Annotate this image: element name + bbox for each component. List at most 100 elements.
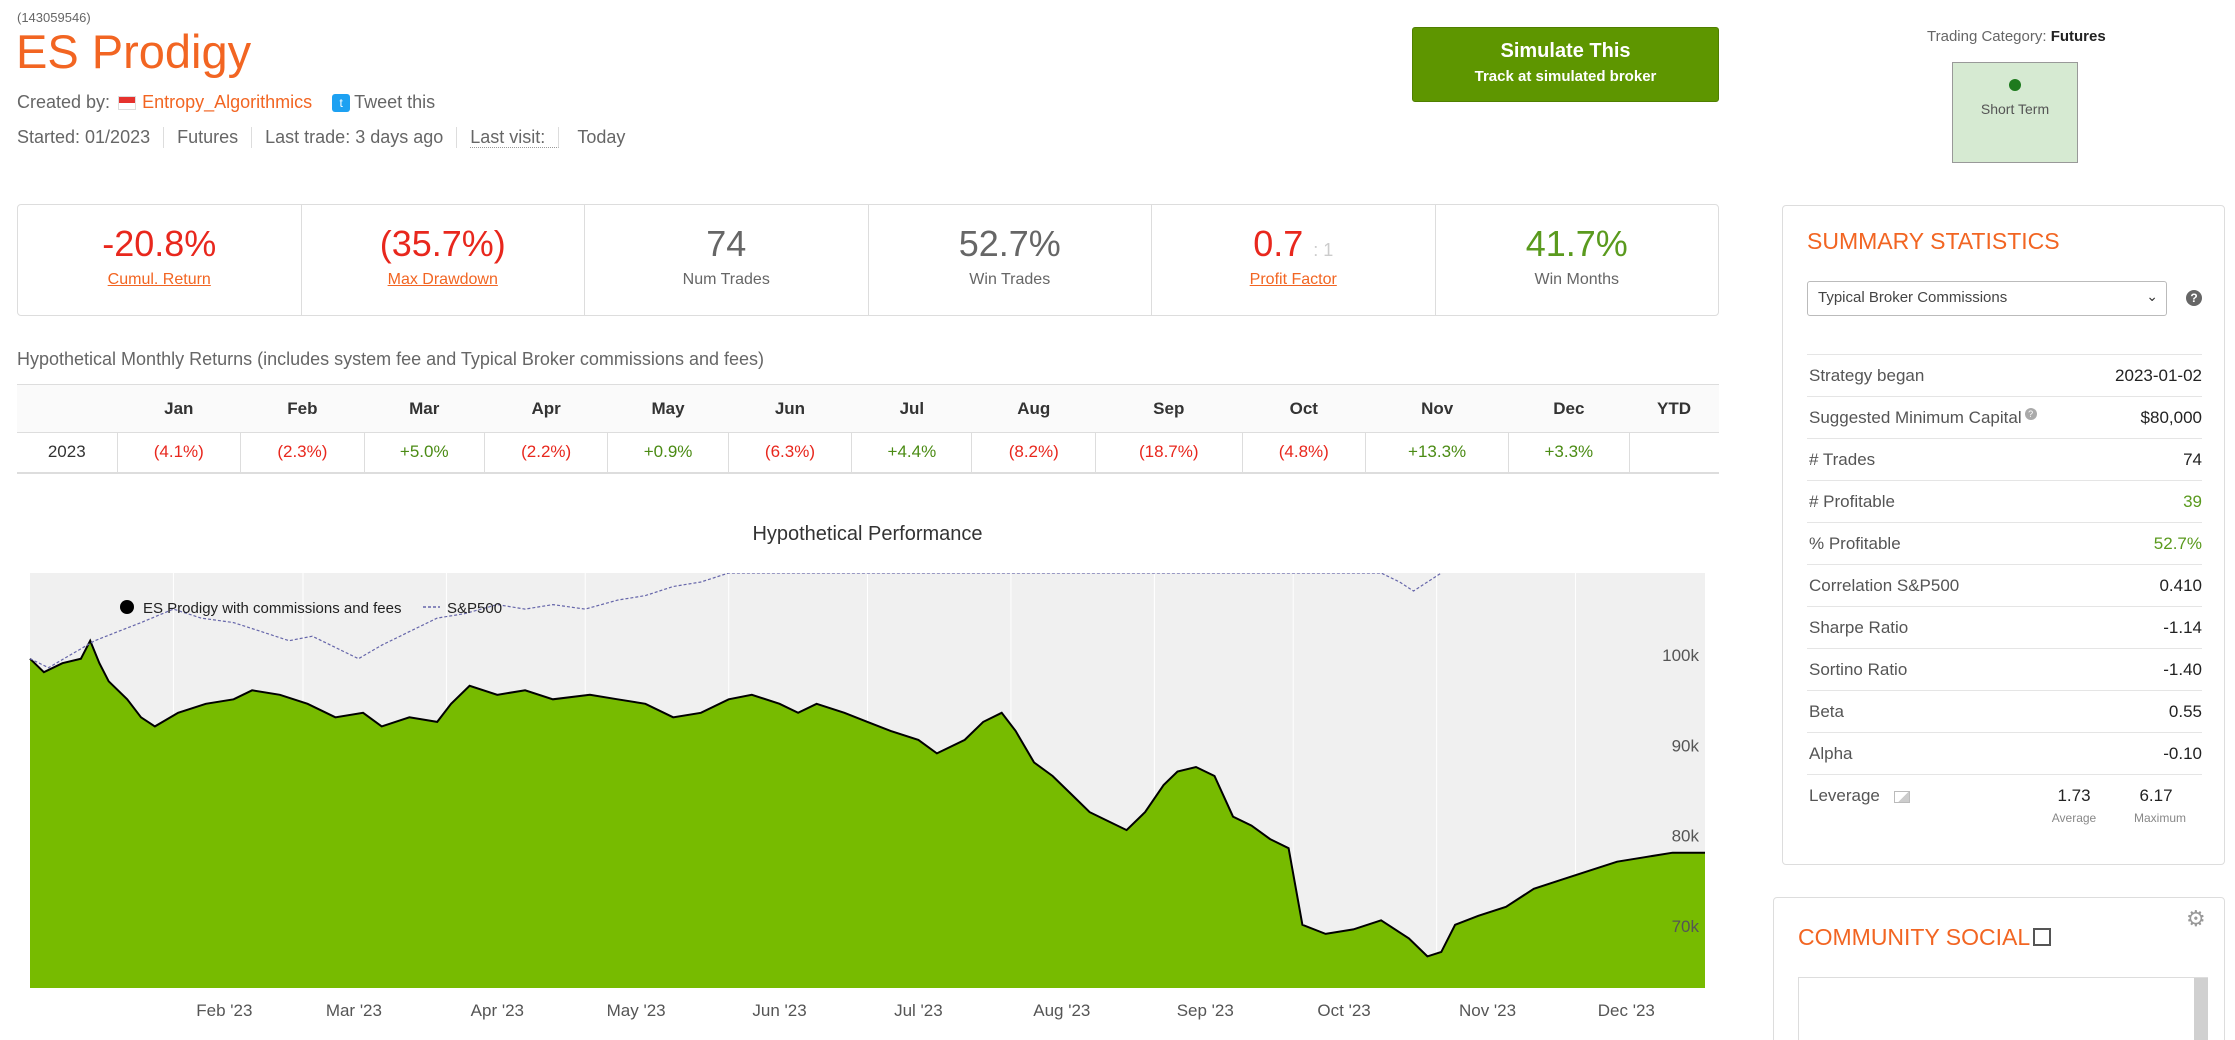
last-trade: Last trade: 3 days ago xyxy=(252,127,458,148)
stat-win-trades: 52.7% Win Trades xyxy=(869,205,1152,315)
y-tick-label: 100k xyxy=(1662,646,1699,665)
summary-value: $80,000 xyxy=(2140,408,2202,427)
summary-value: 39 xyxy=(2183,492,2202,511)
x-tick-label: Apr '23 xyxy=(471,1001,524,1020)
x-tick-label: May '23 xyxy=(607,1001,666,1020)
column-header: Feb xyxy=(240,384,365,433)
summary-key: Suggested Minimum Capital? xyxy=(1809,408,2037,428)
simulate-button[interactable]: Simulate This Track at simulated broker xyxy=(1412,27,1719,102)
term-label: Short Term xyxy=(1980,101,2050,117)
column-header: Dec xyxy=(1508,384,1629,433)
summary-key: Alpha xyxy=(1809,744,1853,763)
stat-label-link[interactable]: Max Drawdown xyxy=(387,271,498,288)
created-by-label: Created by: xyxy=(17,92,111,112)
table-row: 2023 (4.1%) (2.3%) +5.0% (2.2%) +0.9% (6… xyxy=(17,432,1719,474)
trading-category-value: Futures xyxy=(2050,28,2106,45)
trading-category-label: Trading Category: xyxy=(1927,28,2047,45)
leverage-row: Leverage 1.73 Average 6.17 Maximum xyxy=(1807,774,2202,834)
community-feed[interactable] xyxy=(1798,977,2208,1040)
leverage-maximum: 6.17 xyxy=(2139,786,2173,805)
monthly-returns-table: Jan Feb Mar Apr May Jun Jul Aug Sep Oct … xyxy=(17,384,1719,474)
commission-select[interactable]: Typical Broker Commissions ⌄ xyxy=(1807,281,2167,316)
page-title: ES Prodigy xyxy=(16,25,252,78)
created-by-row: Created by: Entropy_Algorithmics t Tweet… xyxy=(17,92,435,113)
chart-image-icon[interactable] xyxy=(1893,790,1910,803)
series-line-sp500 xyxy=(30,573,1442,669)
column-header: YTD xyxy=(1629,384,1719,433)
ytd-cell xyxy=(1629,432,1719,474)
help-icon[interactable]: ? xyxy=(2186,290,2202,306)
last-visit-value: Today xyxy=(577,127,626,147)
stat-win-months: 41.7% Win Months xyxy=(1436,205,1719,315)
summary-row: Suggested Minimum Capital? $80,000 xyxy=(1807,396,2202,438)
legend-label-es-prodigy: ES Prodigy with commissions and fees xyxy=(143,600,401,617)
column-header: Jun xyxy=(728,384,852,433)
x-tick-label: Oct '23 xyxy=(1317,1001,1370,1020)
last-visit: Last visit: Today xyxy=(457,127,651,148)
summary-key: % Profitable xyxy=(1809,534,1901,553)
summary-row: Correlation S&P500 0.410 xyxy=(1807,564,2202,606)
summary-key: Sortino Ratio xyxy=(1809,660,1908,679)
summary-row: Alpha -0.10 xyxy=(1807,732,2202,774)
summary-row: # Profitable 39 xyxy=(1807,480,2202,522)
column-header: Jan xyxy=(117,384,241,433)
stat-label-link[interactable]: Cumul. Return xyxy=(107,271,211,288)
year-cell: 2023 xyxy=(17,432,118,474)
summary-row: % Profitable 52.7% xyxy=(1807,522,2202,564)
column-header: Oct xyxy=(1242,384,1366,433)
column-header xyxy=(17,384,117,433)
stat-value: 0.7 : 1 xyxy=(1152,223,1435,265)
stat-profit-factor: 0.7 : 1 Profit Factor xyxy=(1152,205,1436,315)
y-tick-label: 90k xyxy=(1672,736,1700,755)
stat-cumul-return: -20.8% Cumul. Return xyxy=(18,205,302,315)
legend-label-sp500: S&P500 xyxy=(447,600,502,617)
summary-value: 52.7% xyxy=(2153,534,2202,553)
summary-key: # Trades xyxy=(1809,450,1876,469)
external-link-icon[interactable] xyxy=(2033,928,2051,946)
month-cell: (4.8%) xyxy=(1242,432,1367,474)
month-cell: +4.4% xyxy=(851,432,973,474)
stat-label: Win Months xyxy=(1534,271,1619,288)
scrollbar[interactable] xyxy=(2194,978,2208,1040)
summary-value: 2023-01-02 xyxy=(2115,366,2202,385)
summary-title: SUMMARY STATISTICS xyxy=(1807,228,2060,254)
month-cell: (4.1%) xyxy=(117,432,242,474)
x-tick-label: Sep '23 xyxy=(1177,1001,1234,1020)
stat-value: 52.7% xyxy=(958,223,1061,264)
leverage-label: Leverage xyxy=(1809,786,1880,805)
simulate-title: Simulate This xyxy=(1500,40,1631,62)
summary-value: 0.55 xyxy=(2168,702,2202,721)
author-link[interactable]: Entropy_Algorithmics xyxy=(142,92,313,112)
column-header: Sep xyxy=(1095,384,1242,433)
profit-factor-suffix: : 1 xyxy=(1313,240,1334,260)
summary-key: Beta xyxy=(1809,702,1844,721)
summary-value: -1.40 xyxy=(2163,660,2202,679)
stat-value: 41.7% xyxy=(1525,223,1628,264)
column-header: Mar xyxy=(364,384,485,433)
legend-marker-es-prodigy xyxy=(120,600,134,614)
question-icon[interactable]: ? xyxy=(2024,408,2037,420)
meta-row: Started: 01/2023 Futures Last trade: 3 d… xyxy=(17,127,651,148)
leverage-maximum-label: Maximum xyxy=(2133,811,2186,825)
twitter-icon[interactable]: t xyxy=(332,93,351,112)
summary-row: Sharpe Ratio -1.14 xyxy=(1807,606,2202,648)
month-cell: (8.2%) xyxy=(971,432,1097,474)
column-header: Nov xyxy=(1365,384,1509,433)
community-title: COMMUNITY SOCIAL xyxy=(1798,924,2031,950)
tweet-link[interactable]: Tweet this xyxy=(354,92,436,112)
term-badge: Short Term xyxy=(1952,62,2078,163)
x-tick-label: Jun '23 xyxy=(752,1001,806,1020)
simulate-subtitle: Track at simulated broker xyxy=(1474,68,1657,85)
stat-label: Win Trades xyxy=(969,271,1051,288)
gear-icon[interactable]: ⚙ xyxy=(2186,906,2206,931)
summary-key: Correlation S&P500 xyxy=(1809,576,1960,595)
month-cell: (6.3%) xyxy=(728,432,853,474)
stat-label-link[interactable]: Profit Factor xyxy=(1249,271,1337,288)
month-cell: +5.0% xyxy=(364,432,485,474)
summary-key-text: Suggested Minimum Capital xyxy=(1809,408,2022,427)
series-area-es-prodigy xyxy=(30,640,1705,988)
summary-value: -0.10 xyxy=(2163,744,2202,763)
summary-value: 74 xyxy=(2183,450,2202,469)
summary-key: Strategy began xyxy=(1809,366,1925,385)
monthly-returns-title: Hypothetical Monthly Returns (includes s… xyxy=(17,349,764,369)
